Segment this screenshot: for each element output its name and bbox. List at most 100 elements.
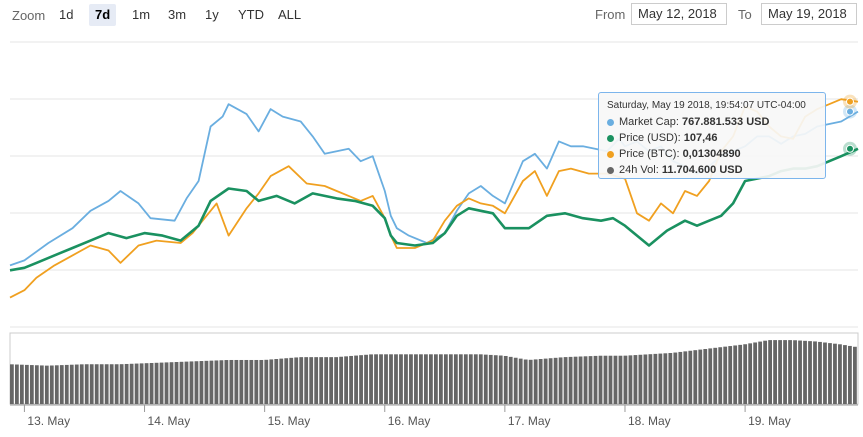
volume-bar [568, 356, 573, 404]
volume-bar [743, 344, 748, 404]
volume-bar [603, 355, 608, 404]
volume-bar [209, 360, 214, 404]
volume-bar [823, 342, 827, 404]
volume-bar [189, 361, 194, 404]
volume-bar [543, 358, 548, 404]
volume-bar [478, 354, 483, 404]
volume-bar [623, 355, 628, 404]
volume-bar [573, 356, 578, 404]
price-btc-dot-icon [607, 150, 614, 158]
x-tick-label: 17. May [508, 414, 551, 428]
volume-bar [633, 355, 638, 404]
volume-bar [778, 340, 782, 404]
volume-bar [788, 340, 792, 404]
volume-bar [703, 348, 708, 404]
volume-bar [10, 364, 14, 404]
volume-bar [419, 354, 423, 404]
zoom-all-button[interactable]: ALL [278, 7, 302, 22]
volume-bar [828, 343, 832, 404]
tooltip-label: Price (USD): [619, 132, 681, 144]
volume-bar [713, 347, 718, 404]
volume-bar [349, 355, 353, 404]
tooltip-value: 107,46 [683, 132, 718, 144]
volume-bar [578, 356, 583, 404]
volume-bar [728, 346, 733, 404]
x-tick-label: 14. May [148, 414, 191, 428]
volume-bar [843, 345, 847, 404]
volume-bar [434, 354, 438, 404]
volume-bar [409, 354, 413, 404]
volume-bar [329, 357, 334, 404]
volume-bar [518, 358, 523, 404]
volume-bar [259, 359, 264, 404]
tooltip-row-price-btc: Price (BTC): 0,01304890 [607, 146, 817, 162]
volume-bar [94, 364, 99, 404]
volume-bar [748, 343, 753, 404]
volume-bar [638, 354, 643, 404]
volume-bar [583, 356, 588, 404]
volume-bar [239, 359, 244, 404]
volume-bar [99, 364, 104, 404]
volume-bar [503, 355, 508, 404]
volume-bar [59, 365, 64, 404]
volume-bar [179, 361, 184, 404]
zoom-1d-button[interactable]: 1d [59, 7, 74, 22]
volume-bar [488, 354, 493, 404]
volume-bar [139, 363, 144, 404]
volume-bar [793, 340, 797, 404]
volume-bar [84, 364, 89, 404]
volume-bar [473, 354, 478, 404]
volume-bar [129, 363, 134, 404]
chart-tooltip: Saturday, May 19 2018, 19:54:07 UTC-04:0… [598, 92, 826, 179]
volume-bar [523, 359, 528, 404]
volume-bar [254, 359, 259, 404]
volume-bar [154, 362, 159, 404]
volume-bar [753, 342, 758, 404]
volume-bar [339, 356, 344, 404]
zoom-3m-button[interactable]: 3m [168, 7, 187, 22]
volume-bar [673, 352, 678, 404]
volume-bar [658, 353, 663, 404]
volume-bar [678, 351, 683, 404]
volume-bar [224, 360, 229, 404]
volume-bar [79, 364, 84, 404]
volume-bar [184, 361, 189, 404]
volume-bar [618, 355, 623, 404]
hover-marker [846, 144, 854, 153]
volume-bar [159, 362, 164, 404]
volume-bar [663, 353, 668, 404]
volume-bar [289, 357, 294, 404]
volume-bar [668, 353, 673, 404]
volume-bar [598, 355, 603, 404]
volume-bar [384, 354, 388, 404]
from-date-input[interactable]: May 12, 2018 [631, 3, 727, 25]
volume-bar [613, 355, 618, 404]
volume-bar [304, 357, 309, 404]
market-cap-dot-icon [607, 118, 614, 126]
to-date-input[interactable]: May 19, 2018 [761, 3, 857, 25]
volume-bar [164, 362, 169, 404]
volume-bar [229, 359, 234, 404]
x-tick-label: 19. May [748, 414, 791, 428]
volume-bar [29, 365, 34, 404]
to-label: To [738, 7, 752, 22]
volume-bar [458, 354, 463, 404]
volume-bar [144, 363, 149, 404]
volume-bar [19, 364, 24, 404]
volume-bar [34, 365, 39, 404]
volume-bar [399, 354, 403, 404]
zoom-ytd-button[interactable]: YTD [238, 7, 264, 22]
volume-bar [493, 355, 498, 404]
volume-dot-icon [607, 166, 614, 174]
volume-bar [344, 356, 348, 404]
volume-bar [44, 365, 49, 404]
volume-bar [359, 355, 363, 404]
volume-bar [548, 358, 553, 404]
zoom-1y-button[interactable]: 1y [205, 7, 219, 22]
volume-bar [683, 351, 688, 404]
zoom-7d-button[interactable]: 7d [89, 4, 117, 26]
volume-bar [234, 359, 239, 404]
zoom-1m-button[interactable]: 1m [132, 7, 151, 22]
x-tick-label: 15. May [268, 414, 311, 428]
